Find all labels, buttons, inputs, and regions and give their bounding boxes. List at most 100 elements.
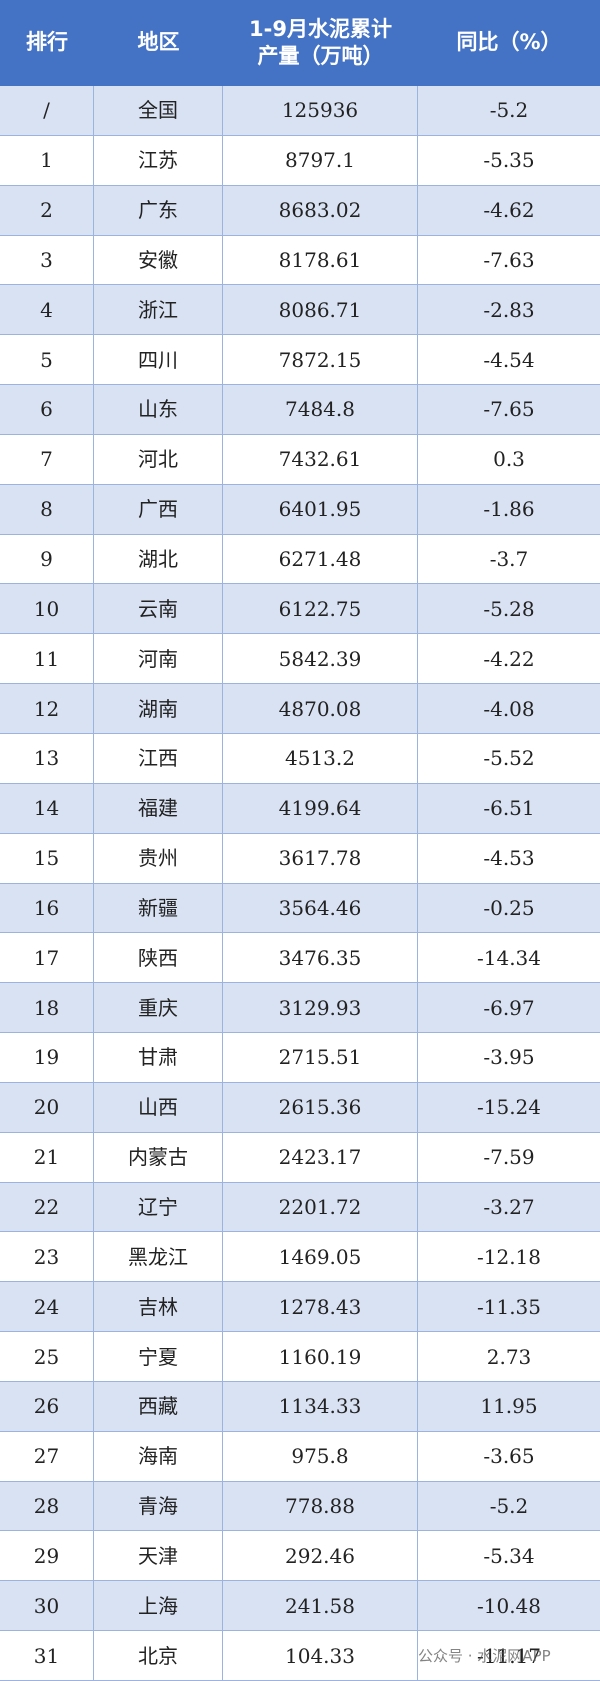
table-cell: 17 xyxy=(0,933,94,983)
table-cell: 12 xyxy=(0,684,94,733)
table-row: 2 广东 8683.02 -4.62 xyxy=(0,185,600,236)
table-cell: 6271.48 xyxy=(223,534,418,584)
table-cell: 山东 xyxy=(94,385,223,434)
header-cell: 1-9月水泥累计 产量（万吨） xyxy=(223,0,418,86)
table-cell: 4870.08 xyxy=(223,684,418,733)
table-row: 1 江苏 8797.1 -5.35 xyxy=(0,135,600,186)
table-cell: 27 xyxy=(0,1431,94,1481)
table-row: 15 贵州 3617.78 -4.53 xyxy=(0,833,600,884)
table-cell: -0.25 xyxy=(483,895,535,920)
table-cell: 292.46 xyxy=(223,1531,418,1581)
table-row: 7 河北 7432.61 0.3 xyxy=(0,434,600,485)
table-cell: -5.2 xyxy=(489,98,529,123)
table-cell: 31 xyxy=(0,1631,94,1680)
table-cell: 3 xyxy=(0,235,94,285)
table-cell: 3617.78 xyxy=(223,833,418,883)
table-cell: 1160.19 xyxy=(223,1332,418,1381)
table-cell: 吉林 xyxy=(94,1282,223,1332)
table-row: 25 宁夏 1160.19 2.73 xyxy=(0,1332,600,1382)
table-cell: 7432.61 xyxy=(223,434,418,484)
table-cell: 2615.36 xyxy=(223,1082,418,1132)
table-cell: 辽宁 xyxy=(94,1182,223,1232)
table-cell: 四川 xyxy=(94,335,223,385)
table-cell: 15 xyxy=(0,833,94,883)
table-cell: -1.86 xyxy=(483,497,535,522)
table-cell: 24 xyxy=(0,1282,94,1332)
table-row: 10 云南 6122.75 -5.28 xyxy=(0,584,600,635)
table-cell: 3476.35 xyxy=(223,933,418,983)
table-cell: 22 xyxy=(0,1182,94,1232)
table-row: 4 浙江 8086.71 -2.83 xyxy=(0,285,600,336)
table-cell: -3.65 xyxy=(483,1444,535,1469)
table-row: 9 湖北 6271.48 -3.7 xyxy=(0,534,600,585)
table-row: 24 吉林 1278.43 -11.35 xyxy=(0,1282,600,1333)
table-cell: -7.65 xyxy=(483,397,535,422)
header-line: 产量（万吨） xyxy=(257,44,384,68)
table-cell: 贵州 xyxy=(94,833,223,883)
table-cell: 0.3 xyxy=(493,447,525,472)
table-cell: 河南 xyxy=(94,634,223,684)
table-cell: 10 xyxy=(0,584,94,634)
table-cell: 7872.15 xyxy=(223,335,418,385)
table-cell: -4.08 xyxy=(483,696,535,721)
table-cell: 975.8 xyxy=(223,1431,418,1481)
table-cell: 8683.02 xyxy=(223,185,418,235)
table-cell: 23 xyxy=(0,1232,94,1282)
table-cell: 13 xyxy=(0,733,94,783)
table-cell: 重庆 xyxy=(94,983,223,1033)
header-cell: 排行 xyxy=(26,30,68,55)
table-cell: 6122.75 xyxy=(223,584,418,634)
table-row: 13 江西 4513.2 -5.52 xyxy=(0,733,600,784)
table-cell: 8797.1 xyxy=(223,135,418,185)
table-cell: -5.52 xyxy=(483,746,535,771)
table-cell: 1469.05 xyxy=(223,1232,418,1282)
table-row: 30 上海 241.58 -10.48 xyxy=(0,1581,600,1632)
table-cell: -6.51 xyxy=(483,796,535,821)
table-cell: 云南 xyxy=(94,584,223,634)
table-cell: 1 xyxy=(0,135,94,185)
table-cell: 2201.72 xyxy=(223,1182,418,1232)
table-cell: / xyxy=(0,86,94,135)
table-row: 26 西藏 1134.33 11.95 xyxy=(0,1381,600,1432)
table-cell: 天津 xyxy=(94,1531,223,1581)
header-row: 排行 地区 1-9月水泥累计 产量（万吨） 同比（%） xyxy=(0,0,600,86)
table-cell: 11.95 xyxy=(480,1394,538,1419)
table-row: 28 青海 778.88 -5.2 xyxy=(0,1481,600,1532)
table-cell: 新疆 xyxy=(94,883,223,933)
table-cell: 11 xyxy=(0,634,94,684)
table-cell: -5.2 xyxy=(489,1494,529,1519)
table-cell: -11.35 xyxy=(476,1294,541,1319)
table-cell: 26 xyxy=(0,1381,94,1431)
table-cell: -10.48 xyxy=(476,1593,541,1618)
table-row: 18 重庆 3129.93 -6.97 xyxy=(0,983,600,1034)
table-cell: 2 xyxy=(0,185,94,235)
table-cell: 7484.8 xyxy=(223,385,418,434)
table-row: 29 天津 292.46 -5.34 xyxy=(0,1531,600,1582)
table-cell: 6 xyxy=(0,385,94,434)
table-cell: 黑龙江 xyxy=(94,1232,223,1282)
table-cell: 7 xyxy=(0,434,94,484)
table-cell: 福建 xyxy=(94,783,223,833)
table-row: 20 山西 2615.36 -15.24 xyxy=(0,1082,600,1133)
table-row: 14 福建 4199.64 -6.51 xyxy=(0,783,600,834)
table-cell: 30 xyxy=(0,1581,94,1631)
table-cell: 陕西 xyxy=(94,933,223,983)
table-cell: 海南 xyxy=(94,1431,223,1481)
table-cell: -4.62 xyxy=(483,198,535,223)
table-cell: 25 xyxy=(0,1332,94,1381)
table-cell: 3129.93 xyxy=(223,983,418,1033)
table-row: 12 湖南 4870.08 -4.08 xyxy=(0,684,600,734)
table-cell: 104.33 xyxy=(223,1631,418,1680)
table-cell: 1278.43 xyxy=(223,1282,418,1332)
table-row: 11 河南 5842.39 -4.22 xyxy=(0,634,600,685)
table-cell: -12.18 xyxy=(476,1244,541,1269)
table-cell: 西藏 xyxy=(94,1381,223,1431)
table-cell: 241.58 xyxy=(223,1581,418,1631)
table-cell: 8 xyxy=(0,484,94,534)
table-cell: 4199.64 xyxy=(223,783,418,833)
table-cell: 广西 xyxy=(94,484,223,534)
header-cell: 地区 xyxy=(137,30,180,55)
table-cell: -6.97 xyxy=(483,995,535,1020)
table-cell: 29 xyxy=(0,1531,94,1581)
table-cell: 湖北 xyxy=(94,534,223,584)
